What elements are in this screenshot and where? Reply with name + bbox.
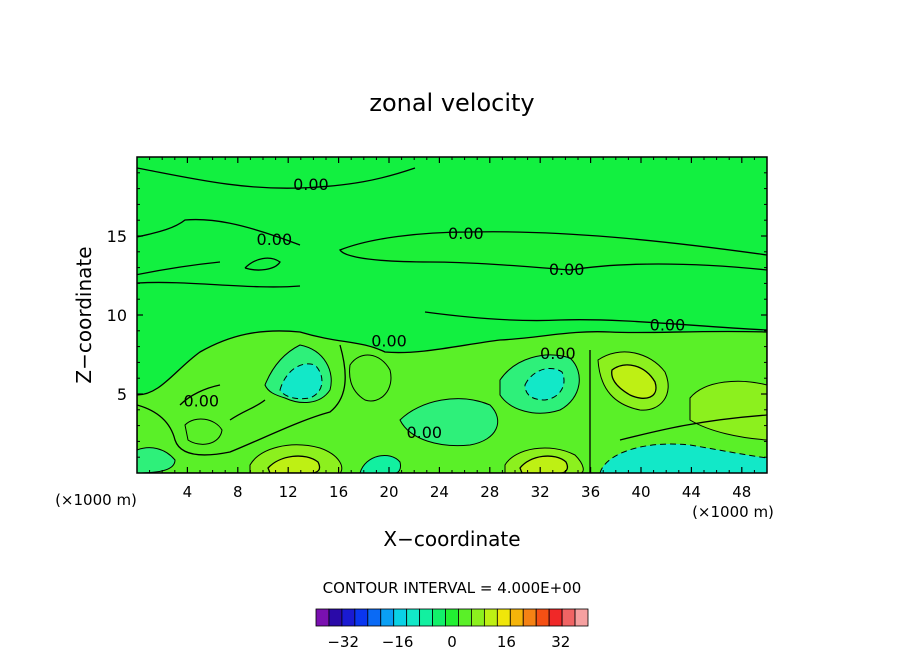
x-tick-label: 24 [430, 483, 449, 501]
colorbar-swatch [315, 608, 330, 627]
y-tick-label: 5 [117, 385, 127, 404]
contour-label: 0.00 [448, 224, 484, 243]
x-tick-label: 36 [581, 483, 600, 501]
colorbar-swatch [393, 608, 408, 627]
region-island-b [349, 354, 392, 402]
contour-label: 0.00 [650, 315, 686, 334]
colorbar-tick-label: −16 [382, 633, 414, 651]
contour-field [137, 157, 767, 473]
contour-label: 0.00 [257, 230, 293, 249]
colorbar-swatch [406, 608, 421, 627]
contour-line-mid-3 [424, 311, 767, 331]
contour-line-lower-2 [179, 384, 266, 421]
colorbar-swatch [445, 608, 459, 627]
colorbar-swatch [496, 608, 511, 627]
x-unit-right: (×1000 m) [692, 503, 774, 521]
x-axis: 4 8 12 16 20 24 28 32 36 40 44 48 [149, 157, 755, 501]
colorbar-swatch [535, 608, 550, 627]
contour-line-mid-1 [339, 231, 767, 271]
region-island-c-core [524, 368, 565, 401]
contour-interval-label: CONTOUR INTERVAL = 4.000E+00 [323, 579, 582, 597]
contour-line-mid-2 [137, 257, 301, 288]
region-bottom-cold [599, 443, 767, 473]
contour-line-upper-1 [137, 167, 416, 189]
colorbar-swatch [574, 608, 589, 627]
colorbar-tick-label: 32 [551, 633, 570, 651]
colorbar-tick-label: −32 [327, 633, 359, 651]
colorbar-swatch [483, 608, 498, 627]
x-tick-label: 4 [183, 483, 193, 501]
x-tick-label: 16 [329, 483, 348, 501]
colorbar-swatch [561, 608, 576, 627]
y-axis: 5 10 15 [107, 172, 767, 458]
colorbar-swatch [328, 608, 343, 627]
colorbar-swatch [509, 608, 524, 627]
colorbar-tick-label: 0 [447, 633, 457, 651]
contour-line-lower-1 [137, 344, 346, 456]
colorbar-swatch [380, 608, 395, 627]
colorbar-swatch [458, 608, 472, 627]
x-tick-label: 28 [480, 483, 499, 501]
x-tick-label: 8 [233, 483, 243, 501]
colorbar: −32 −16 0 16 32 [315, 608, 589, 651]
contour-labels: 0.00 0.00 0.00 0.00 0.00 0.00 0.00 0.00 0.00 [183, 175, 685, 442]
x-tick-label: 12 [279, 483, 298, 501]
contour-label: 0.00 [183, 391, 219, 410]
colorbar-tick-label: 16 [497, 633, 516, 651]
contour-line-upper-2 [137, 218, 301, 276]
contour-label: 0.00 [549, 260, 585, 279]
y-axis-label: Z−coordinate [72, 246, 96, 383]
y-tick-label: 15 [107, 227, 127, 246]
colorbar-swatch [432, 608, 446, 627]
contour-label: 0.00 [406, 423, 442, 442]
chart-title: zonal velocity [369, 89, 534, 117]
region-island-f [399, 398, 499, 447]
colorbar-swatch [522, 608, 537, 627]
colorbar-swatch [548, 608, 563, 627]
region-island-e [689, 380, 767, 441]
x-tick-label: 44 [682, 483, 701, 501]
x-tick-label: 20 [379, 483, 398, 501]
region-island-d-core [611, 364, 657, 399]
region-bottom-left-2 [184, 418, 223, 445]
x-axis-label: X−coordinate [383, 527, 520, 551]
colorbar-swatch [341, 608, 356, 627]
colorbar-swatch [367, 608, 382, 627]
y-tick-label: 10 [107, 306, 127, 325]
contour-label: 0.00 [293, 175, 329, 194]
contour-label: 0.00 [540, 344, 576, 363]
x-unit-left: (×1000 m) [55, 491, 137, 509]
region-island-a-core [279, 363, 323, 400]
colorbar-swatch [471, 608, 485, 627]
contour-label: 0.00 [371, 331, 407, 350]
contour-line-lower-3 [589, 350, 767, 473]
x-tick-label: 48 [732, 483, 751, 501]
x-tick-label: 40 [631, 483, 650, 501]
x-tick-label: 32 [531, 483, 550, 501]
colorbar-swatch [354, 608, 369, 627]
colorbar-swatch [419, 608, 433, 627]
